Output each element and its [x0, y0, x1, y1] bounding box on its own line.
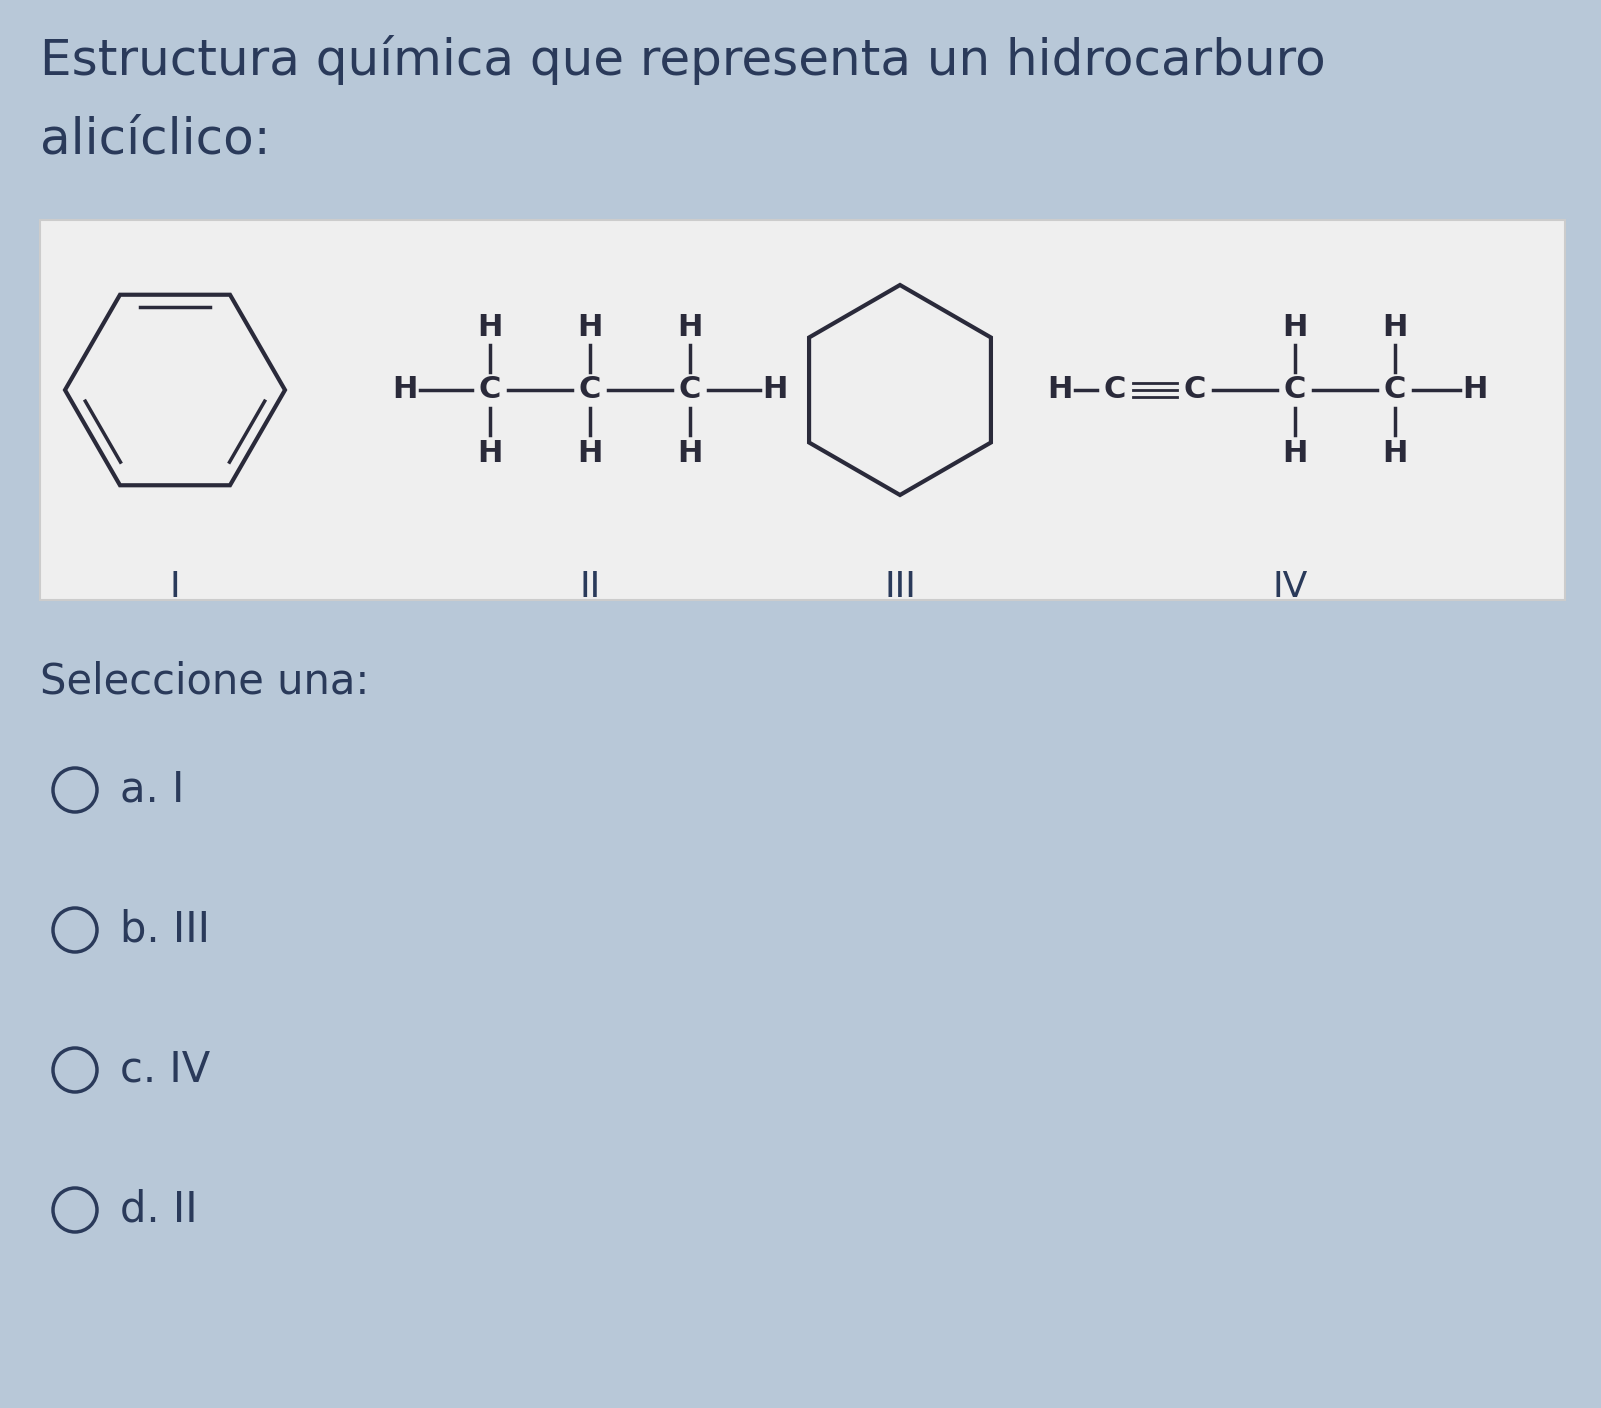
Text: H: H: [762, 376, 788, 404]
Text: C: C: [580, 376, 602, 404]
Text: C: C: [1103, 376, 1126, 404]
Text: a. I: a. I: [120, 769, 184, 811]
Text: Seleccione una:: Seleccione una:: [40, 660, 370, 703]
Text: H: H: [1282, 438, 1308, 467]
Text: II: II: [580, 570, 600, 604]
Text: H: H: [578, 438, 602, 467]
Text: H: H: [392, 376, 418, 404]
Text: IV: IV: [1273, 570, 1308, 604]
Text: H: H: [1462, 376, 1487, 404]
Text: H: H: [1382, 313, 1407, 342]
FancyBboxPatch shape: [40, 220, 1566, 600]
Text: C: C: [479, 376, 501, 404]
Text: H: H: [477, 313, 503, 342]
Text: H: H: [578, 313, 602, 342]
Text: b. III: b. III: [120, 910, 210, 950]
Text: H: H: [1382, 438, 1407, 467]
Text: III: III: [884, 570, 916, 604]
Text: I: I: [170, 570, 181, 604]
Text: H: H: [1282, 313, 1308, 342]
Text: Estructura química que representa un hidrocarburo: Estructura química que representa un hid…: [40, 35, 1326, 84]
Text: alicíclico:: alicíclico:: [40, 115, 271, 163]
Text: H: H: [677, 438, 703, 467]
Text: H: H: [477, 438, 503, 467]
Text: C: C: [1284, 376, 1306, 404]
Text: c. IV: c. IV: [120, 1049, 210, 1091]
Text: H: H: [677, 313, 703, 342]
Text: d. II: d. II: [120, 1188, 197, 1231]
Text: C: C: [1383, 376, 1406, 404]
Text: C: C: [1183, 376, 1206, 404]
Text: H: H: [1047, 376, 1073, 404]
Text: C: C: [679, 376, 701, 404]
